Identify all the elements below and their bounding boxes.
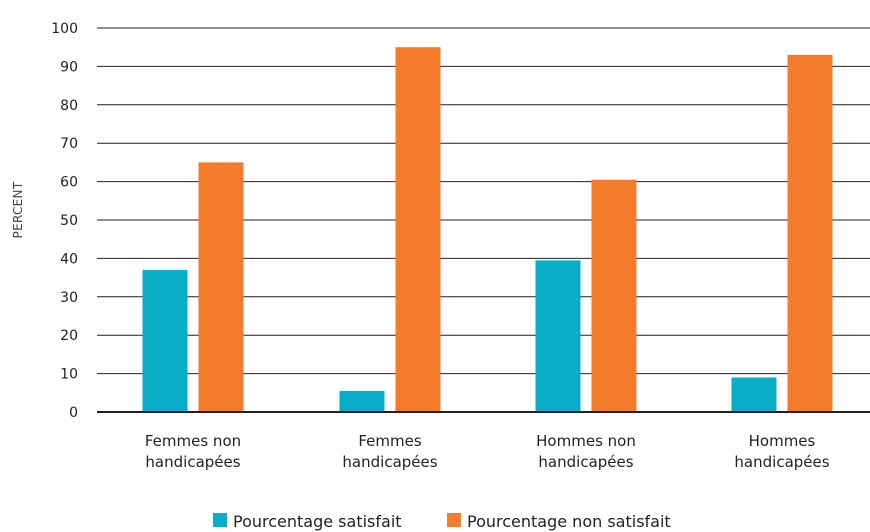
y-tick-label: 50 bbox=[60, 213, 78, 229]
y-tick-label: 30 bbox=[60, 290, 78, 306]
y-axis-title: PERCENT bbox=[11, 181, 25, 238]
legend: Pourcentage satisfait Pourcentage non sat… bbox=[213, 512, 671, 531]
x-category-label: Femmes non handicapées bbox=[145, 432, 241, 471]
bar-non-satisfait bbox=[198, 162, 244, 412]
y-tick-label: 100 bbox=[51, 21, 78, 37]
y-tick-label: 60 bbox=[60, 175, 78, 191]
y-tick-label: 20 bbox=[60, 328, 78, 344]
legend-swatch bbox=[213, 513, 227, 527]
x-category-label: Hommes non handicapées bbox=[536, 432, 636, 471]
x-category-label: Femmes handicapées bbox=[342, 432, 437, 471]
bar-satisfait bbox=[731, 377, 777, 412]
legend-label: Pourcentage non satisfait bbox=[467, 512, 671, 531]
y-axis-ticks: 0 10 20 30 40 50 60 70 80 90 100 bbox=[51, 21, 78, 421]
y-tick-label: 0 bbox=[69, 405, 78, 421]
legend-swatch bbox=[447, 513, 461, 527]
bar-satisfait bbox=[142, 269, 188, 412]
legend-label: Pourcentage satisfait bbox=[233, 512, 402, 531]
bar-satisfait bbox=[535, 260, 581, 412]
x-axis-category-labels: Femmes non handicapées Femmes handicapées Ho… bbox=[145, 432, 830, 471]
x-category-label: Hommes handicapées bbox=[734, 432, 829, 471]
y-tick-label: 80 bbox=[60, 98, 78, 114]
bar-non-satisfait bbox=[787, 54, 833, 412]
bars bbox=[142, 47, 833, 412]
bar-non-satisfait bbox=[591, 179, 637, 412]
y-tick-label: 40 bbox=[60, 251, 78, 267]
y-tick-label: 10 bbox=[60, 367, 78, 383]
bar-satisfait bbox=[339, 390, 385, 412]
y-tick-label: 90 bbox=[60, 59, 78, 75]
y-tick-label: 70 bbox=[60, 136, 78, 152]
bar-non-satisfait bbox=[395, 47, 441, 412]
